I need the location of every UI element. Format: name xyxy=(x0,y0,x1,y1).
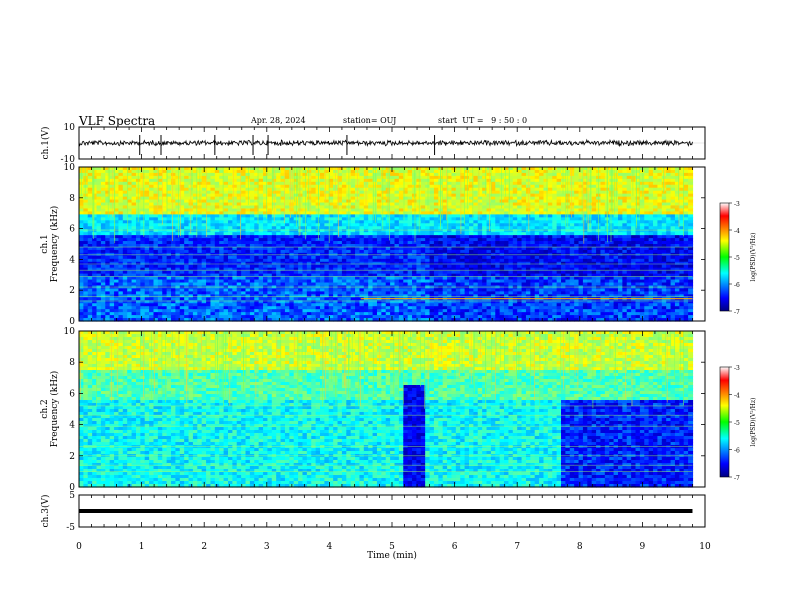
ch1-spec-ytick-label: 6 xyxy=(69,225,75,235)
ch1-spec-ytick-label: 0 xyxy=(69,317,75,327)
ch2-spec-channel-label: ch.2 xyxy=(40,399,50,418)
ch2-spec-colorbar-tick-label: -6 xyxy=(734,448,740,455)
ch1-spec-ytick-label: 10 xyxy=(64,163,76,173)
x-tick-label: 5 xyxy=(389,542,395,552)
x-tick-label: 7 xyxy=(514,542,520,552)
ch2-spec-ylabel: Frequency (kHz) xyxy=(49,371,60,448)
x-tick-label: 1 xyxy=(139,542,145,552)
ch1-spec-ylabel: Frequency (kHz) xyxy=(49,206,60,283)
ch1-spec-colorbar-tick-label: -7 xyxy=(734,309,740,316)
ch3-ytick-label: 5 xyxy=(69,491,75,501)
date-label: Apr. 28, 2024 xyxy=(251,116,306,125)
ch2-spec-colorbar-tick-label: -3 xyxy=(734,365,740,372)
x-tick-label: 0 xyxy=(76,542,82,552)
ch2-spec-ytick-label: 8 xyxy=(69,358,75,368)
ch2-spec-colorbar-tick-label: -5 xyxy=(734,420,740,427)
ch2-spec-ytick-label: 10 xyxy=(64,327,76,337)
ch3-ylabel: ch.3(V) xyxy=(40,495,51,528)
figure-title: VLF Spectra xyxy=(79,114,156,128)
ch2-spec-colorbar-tick-label: -7 xyxy=(734,475,740,482)
ch3-ytick-label: -5 xyxy=(66,523,75,533)
ch1-spec-colorbar-tick-label: -4 xyxy=(734,228,740,235)
ch2-spec-colorbar xyxy=(719,366,730,478)
ch1-spec-colorbar-label: log(PSD)(V²/Hz) xyxy=(750,233,757,282)
x-tick-label: 8 xyxy=(577,542,583,552)
ch1-spec-colorbar-tick-label: -3 xyxy=(734,201,740,208)
ch1-spec-channel-label: ch.1 xyxy=(40,234,50,253)
ch2-spec-ytick-label: 4 xyxy=(69,421,75,431)
x-tick-label: 9 xyxy=(640,542,646,552)
ch1-spec-colorbar-tick-label: -5 xyxy=(734,255,740,262)
ch1-spec-colorbar-tick-label: -6 xyxy=(734,282,740,289)
ch1-ytick-label: -10 xyxy=(61,155,76,165)
ch1-ylabel: ch.1(V) xyxy=(40,127,51,160)
x-tick-label: 10 xyxy=(699,542,711,552)
ch1-spec-colorbar xyxy=(719,202,730,312)
ch1-waveform-line xyxy=(78,138,693,148)
ch2-spec-colorbar-label: log(PSD)(V²/Hz) xyxy=(750,398,757,447)
ch1-ytick-label: 10 xyxy=(64,123,76,133)
x-tick-label: 4 xyxy=(327,542,333,552)
ch2-spec-ytick-label: 6 xyxy=(69,389,75,399)
ch1-spec-ytick-label: 8 xyxy=(69,194,75,204)
station-label: station= OUJ xyxy=(343,116,397,125)
x-tick-label: 3 xyxy=(264,542,270,552)
ch2-spectrogram-image xyxy=(79,331,694,488)
x-tick-label: 2 xyxy=(201,542,207,552)
start-ut-label: start UT = 9 : 50 : 0 xyxy=(438,116,528,125)
ch2-spec-ytick-label: 2 xyxy=(69,452,75,462)
x-tick-label: 6 xyxy=(452,542,458,552)
ch1-spectrogram-image xyxy=(79,167,694,322)
ch1-spec-ytick-label: 4 xyxy=(69,255,75,265)
ch1-spec-ytick-label: 2 xyxy=(69,286,75,296)
ch2-spec-ytick-label: 0 xyxy=(69,483,75,493)
ch2-spec-colorbar-tick-label: -4 xyxy=(734,393,740,400)
x-axis-label: Time (min) xyxy=(367,550,417,561)
